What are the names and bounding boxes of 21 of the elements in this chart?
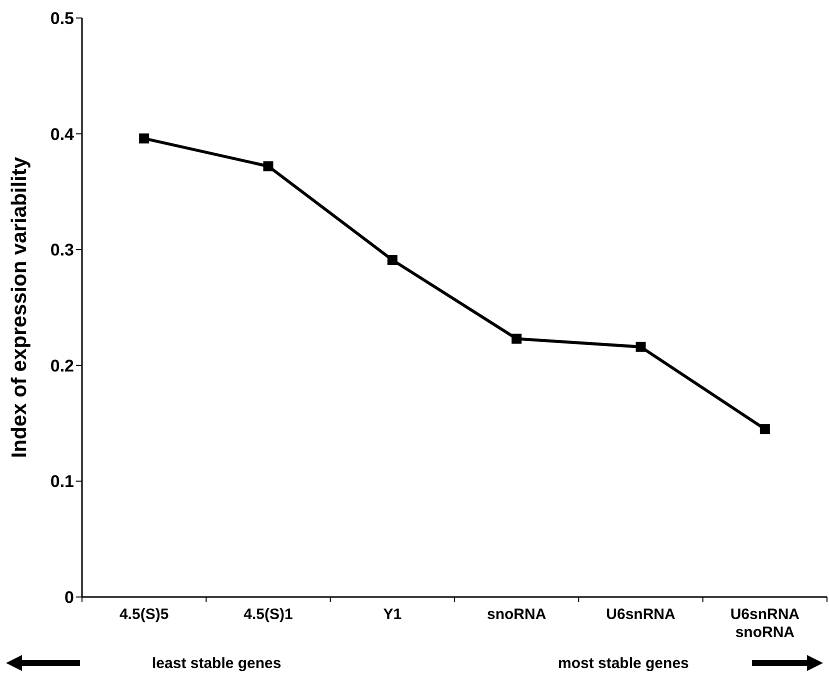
x-tick-label: 4.5(S)1 [244, 606, 293, 623]
text: most stable genes [558, 655, 689, 672]
point [139, 133, 150, 144]
point [760, 424, 770, 434]
y-axis-title: Index of expression variability [8, 156, 31, 458]
y-tick-label: 0.5 [50, 8, 74, 28]
y-tick-label: 0.1 [50, 472, 74, 492]
y-tick-label: 0.2 [50, 356, 74, 376]
x-tick-label: snoRNA [486, 606, 546, 623]
point [512, 334, 522, 344]
x-tick-label: U6snRNA snoRNA [730, 606, 800, 641]
y-tick-label: 0.3 [50, 240, 74, 260]
point [636, 342, 646, 352]
x-tick-label: 4.5(S)5 [119, 606, 169, 623]
point [387, 255, 398, 266]
point [263, 161, 274, 172]
x-tick-label: U6snRNA [606, 606, 676, 623]
y-tick-label: 0 [64, 588, 74, 607]
y-tick-label: 0.4 [50, 124, 75, 144]
x-tick-label: Y1 [383, 606, 402, 623]
text: least stable genes [152, 655, 282, 672]
